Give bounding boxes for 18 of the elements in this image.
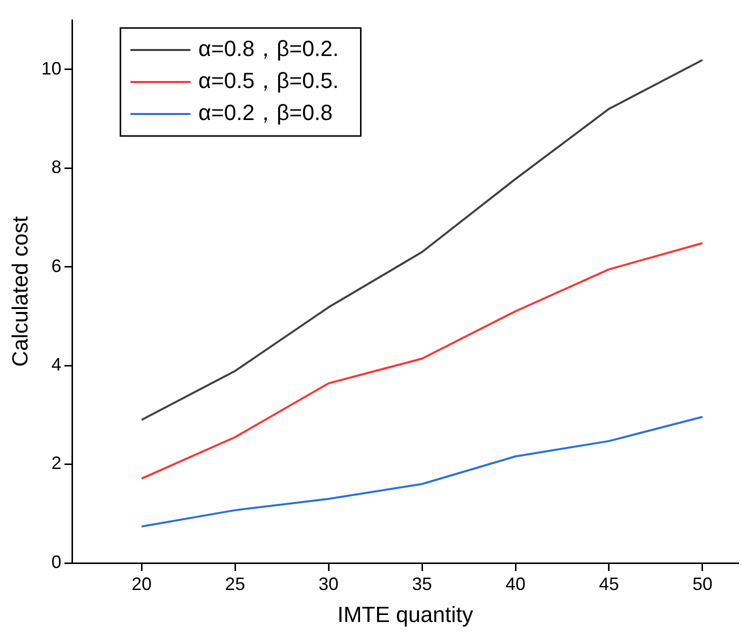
y-tick-label: 0 (51, 552, 62, 572)
x-tick-label: 25 (225, 574, 246, 594)
x-tick-label: 20 (132, 574, 152, 594)
x-tick-label: 35 (412, 574, 432, 594)
legend-label: α=0.5，β=0.5. (198, 68, 339, 94)
x-axis-title: IMTE quantity (337, 602, 474, 627)
y-tick-label: 2 (51, 453, 62, 474)
y-tick-label: 8 (51, 157, 62, 178)
y-tick-label: 4 (51, 354, 62, 375)
y-tick-label: 6 (51, 256, 62, 276)
x-tick-label: 40 (506, 574, 526, 594)
x-tick-label: 45 (598, 574, 620, 594)
legend-label: α=0.2，β=0.8 (198, 100, 333, 126)
y-axis-title: Calculated cost (7, 216, 32, 367)
x-tick-label: 30 (318, 574, 339, 594)
legend-label: α=0.8，β=0.2. (198, 36, 339, 62)
y-tick-label: 10 (41, 58, 62, 78)
x-tick-label: 50 (692, 574, 712, 594)
